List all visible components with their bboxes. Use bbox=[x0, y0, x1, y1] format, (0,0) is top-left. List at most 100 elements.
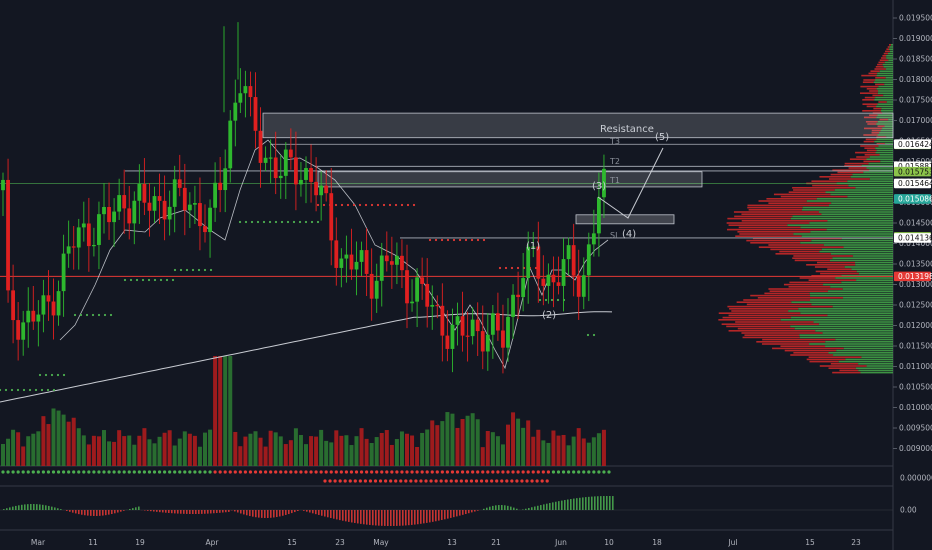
trailing-stop-dot bbox=[109, 313, 113, 317]
price-tick-label: 0.017000 bbox=[899, 116, 932, 125]
price-badge-label: 0.013198 bbox=[898, 272, 932, 281]
trailing-stop-dot bbox=[388, 203, 392, 207]
oscillator-bar bbox=[459, 510, 461, 516]
volume-profile-bar bbox=[794, 259, 830, 262]
candle-body bbox=[430, 304, 435, 307]
volume-profile-bar bbox=[830, 253, 893, 255]
volume-profile-bar bbox=[874, 140, 893, 143]
signal-dot bbox=[353, 479, 357, 483]
candle-body bbox=[193, 203, 197, 205]
oscillator-bar bbox=[366, 510, 368, 525]
candle-body bbox=[132, 200, 137, 224]
candle-body bbox=[374, 280, 379, 299]
trailing-stop-dot bbox=[56, 373, 60, 377]
candle-body bbox=[248, 86, 253, 98]
volume-profile-bar bbox=[880, 110, 893, 112]
oscillator-bar bbox=[351, 510, 353, 523]
oscillator-bar bbox=[207, 510, 209, 514]
candle-body bbox=[597, 197, 601, 234]
volume-profile-bar bbox=[869, 114, 878, 116]
time-axis[interactable]: Mar 11 19 Apr 15 23 May 13 21 Jun 10 18 Jul 15 23 bbox=[31, 538, 861, 547]
candle-body bbox=[11, 290, 15, 321]
volume-profile-bar bbox=[876, 149, 893, 152]
volume-profile-bar bbox=[830, 173, 853, 176]
volume-bar bbox=[86, 444, 91, 466]
volume-profile-bar bbox=[884, 143, 893, 145]
oscillator-bar bbox=[501, 505, 503, 510]
price-badge-label: 0.015882 bbox=[898, 162, 932, 171]
volume-profile-bar bbox=[741, 332, 823, 334]
volume-profile-bar bbox=[761, 343, 810, 345]
volume-profile-bar bbox=[728, 330, 816, 332]
signal-dot bbox=[248, 470, 253, 474]
oscillator-bar bbox=[57, 508, 59, 510]
signal-dot bbox=[511, 470, 515, 474]
volume-profile-bar bbox=[825, 341, 893, 343]
oscillator-bar bbox=[66, 510, 68, 511]
oscillator-bar bbox=[357, 510, 359, 524]
price-axis[interactable]: 0.019500 0.019000 0.018500 0.018000 0.017500… bbox=[893, 14, 932, 515]
trailing-stop-dot bbox=[91, 313, 95, 317]
oscillator-bar bbox=[99, 510, 101, 516]
price-tick-label: 0.014000 bbox=[899, 239, 932, 248]
volume-profile-bar bbox=[729, 308, 799, 310]
volume-profile-bar bbox=[878, 61, 885, 64]
volume-profile-bar bbox=[863, 134, 878, 136]
volume-bar bbox=[187, 433, 192, 466]
volume-bar bbox=[223, 356, 228, 466]
signal-dot bbox=[203, 470, 207, 474]
signal-dot bbox=[506, 470, 510, 474]
candle-body bbox=[435, 304, 440, 307]
volume-bar bbox=[420, 432, 425, 466]
oscillator-bar bbox=[192, 510, 194, 514]
oscillator-bar bbox=[189, 510, 191, 514]
trailing-stop-dot bbox=[197, 268, 201, 272]
candle-body bbox=[354, 261, 359, 270]
oscillator-bar bbox=[162, 510, 164, 513]
oscillator-bar bbox=[306, 510, 308, 512]
trailing-stop-dot bbox=[185, 268, 189, 272]
volume-bar bbox=[536, 429, 541, 466]
oscillator-bar bbox=[333, 510, 335, 519]
signal-dot bbox=[395, 470, 399, 474]
time-tick-label: 13 bbox=[447, 538, 457, 547]
oscillator-bar bbox=[222, 510, 224, 513]
signal-dot bbox=[474, 479, 479, 483]
candle-body bbox=[51, 301, 56, 316]
trailing-stop-dot bbox=[556, 298, 560, 302]
volume-bar bbox=[369, 442, 374, 466]
signal-dot bbox=[289, 470, 293, 474]
oscillator-bar bbox=[213, 510, 215, 514]
signal-dot bbox=[127, 470, 131, 474]
oscillator-bar bbox=[585, 497, 587, 510]
trailing-stop-dot bbox=[428, 238, 432, 242]
volume-bar bbox=[11, 429, 16, 466]
wave-label: (4) bbox=[622, 229, 636, 240]
volume-profile-bar bbox=[792, 215, 893, 218]
candle-body bbox=[238, 93, 243, 103]
time-tick-label: Jul bbox=[727, 538, 737, 547]
signal-dot bbox=[545, 479, 549, 483]
volume-profile-bar bbox=[876, 74, 893, 77]
oscillator-bar bbox=[138, 506, 140, 510]
volume-profile-bar bbox=[727, 305, 833, 308]
volume-profile-bar bbox=[884, 83, 893, 86]
signal-dot bbox=[466, 470, 470, 474]
oscillator-bar bbox=[348, 510, 350, 522]
oscillator-bar bbox=[393, 510, 395, 526]
oscillator-bar bbox=[591, 496, 593, 510]
signal-dot bbox=[454, 479, 458, 483]
oscillator-bar bbox=[237, 510, 239, 513]
volume-profile-bar bbox=[878, 90, 893, 92]
trailing-stop-dot bbox=[46, 388, 50, 392]
volume-profile-bar bbox=[806, 200, 893, 202]
candle-body bbox=[162, 200, 167, 220]
oscillator-bar bbox=[33, 504, 35, 510]
volume-profile-bar bbox=[881, 57, 887, 59]
candle-body bbox=[147, 202, 152, 211]
trailing-stop-dot bbox=[482, 238, 486, 242]
signal-dot bbox=[476, 470, 480, 474]
volume-bar bbox=[51, 408, 56, 466]
volume-bar bbox=[314, 436, 319, 466]
